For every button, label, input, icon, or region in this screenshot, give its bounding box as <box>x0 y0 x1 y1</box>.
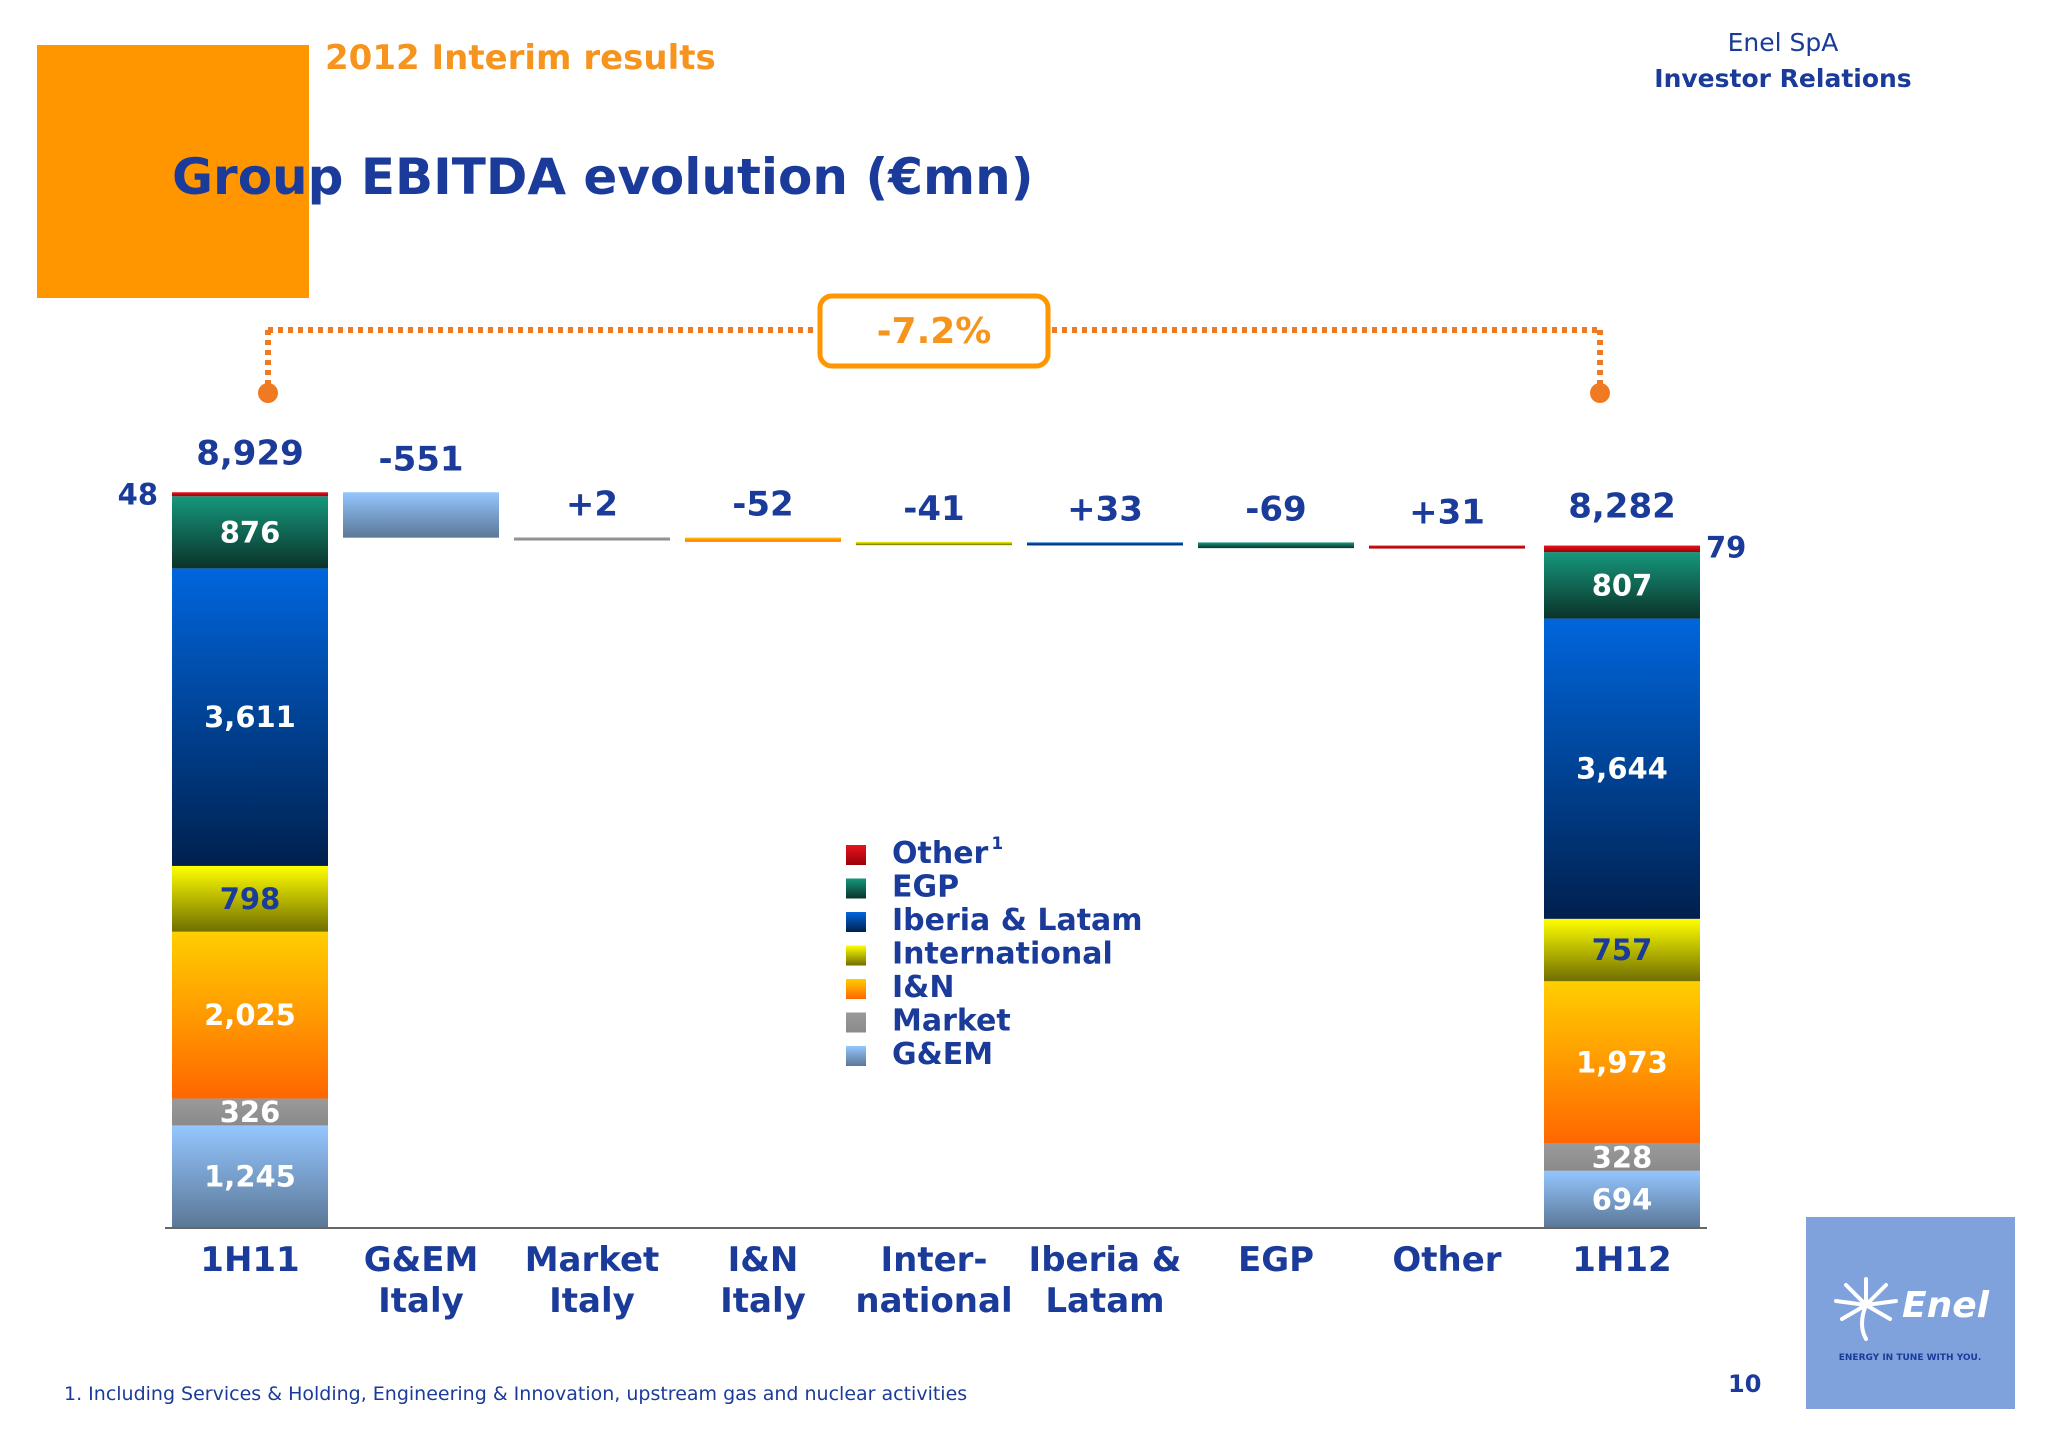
bar-segment-market <box>1544 1143 1700 1171</box>
enel-flower-icon <box>1834 1277 1898 1341</box>
category-label: Iberia & <box>1029 1240 1182 1280</box>
segment-label-market: 326 <box>220 1095 281 1129</box>
category-label: I&N <box>728 1240 799 1280</box>
segment-label-g-em: 694 <box>1592 1182 1653 1216</box>
category-label: Market <box>525 1240 660 1280</box>
legend-swatch-other <box>846 845 866 865</box>
category-label: G&EM <box>364 1240 479 1280</box>
change-bar-i-n <box>685 537 841 542</box>
segment-label-egp: 876 <box>220 515 281 549</box>
change-bracket: -7.2% <box>258 293 1610 403</box>
category-label: Inter- <box>880 1240 987 1280</box>
change-percent-label: -7.2% <box>877 311 992 352</box>
segment-label-egp: 807 <box>1592 568 1653 602</box>
slide-title: Group EBITDA evolution (€mn) <box>172 148 1034 206</box>
bracket-dot-left <box>258 383 278 403</box>
legend-label-i-n: I&N <box>892 970 954 1005</box>
category-label: Other <box>1392 1240 1501 1280</box>
bar-segment-iberia-latam <box>172 568 328 866</box>
category-label: 1H12 <box>1572 1240 1671 1280</box>
segment-label-other: 79 <box>1706 531 1746 565</box>
segment-label-g-em: 1,245 <box>204 1160 296 1194</box>
legend-swatch-i-n <box>846 979 866 999</box>
segment-label-international: 757 <box>1592 933 1653 967</box>
total-label: 8,282 <box>1568 487 1676 527</box>
segment-label-market: 328 <box>1592 1140 1653 1174</box>
logo-wordmark: Enel <box>1902 1285 1990 1326</box>
legend-swatch-iberia-latam <box>846 912 866 932</box>
segment-label-i-n: 1,973 <box>1576 1045 1668 1079</box>
page-number: 10 <box>1728 1370 1762 1398</box>
value-labels: 1,245 326 2,025 798 3,611 876 48 8,929 -551 +2 -52… <box>118 433 1747 1216</box>
segment-label-i-n: 2,025 <box>204 998 296 1032</box>
bar-segment-other <box>172 492 328 497</box>
department-name: Investor Relations <box>1654 64 1912 93</box>
legend-label-other: Other <box>892 836 989 871</box>
brand-corner-block <box>37 45 309 298</box>
total-label: 8,929 <box>196 433 304 473</box>
category-label: EGP <box>1238 1240 1314 1280</box>
change-label-egp: -69 <box>1245 489 1306 529</box>
change-label-international: -41 <box>903 489 964 529</box>
legend-footnote-marker: 1 <box>991 834 1003 854</box>
change-bar-market <box>514 537 670 541</box>
x-axis: 1H11 G&EMItalyMarketItalyI&NItalyInter-na… <box>165 1227 1707 1321</box>
footnote: 1. Including Services & Holding, Enginee… <box>64 1383 968 1405</box>
logo-tagline: ENERGY IN TUNE WITH YOU. <box>1839 1353 1982 1363</box>
bars <box>172 492 1700 1228</box>
bar-segment-g-em <box>172 1125 328 1228</box>
change-label-iberia-latam: +33 <box>1067 489 1143 529</box>
category-label: Italy <box>378 1281 464 1321</box>
category-label: Latam <box>1045 1281 1164 1321</box>
bar-segment-egp <box>1544 552 1700 619</box>
bar-segment-market <box>172 1098 328 1126</box>
change-bar-iberia-latam <box>1027 542 1183 546</box>
bar-segment-g-em <box>1544 1170 1700 1228</box>
segment-label-international: 798 <box>220 882 281 916</box>
company-name: Enel SpA <box>1727 28 1839 57</box>
bar-segment-i-n <box>1544 981 1700 1144</box>
bar-segment-i-n <box>172 931 328 1099</box>
legend-swatch-market <box>846 1012 866 1033</box>
category-label: Italy <box>549 1281 635 1321</box>
category-label: Italy <box>720 1281 806 1321</box>
bar-segment-iberia-latam <box>1544 618 1700 919</box>
legend-label-international: International <box>892 937 1113 972</box>
enel-logo: Enel ENERGY IN TUNE WITH YOU. <box>1806 1217 2015 1409</box>
bracket-dot-right <box>1590 383 1610 403</box>
legend-label-g-em: G&EM <box>892 1037 993 1072</box>
change-bar-international <box>856 541 1012 546</box>
category-label: national <box>855 1281 1012 1321</box>
bar-segment-other <box>1544 545 1700 553</box>
change-percent-box <box>817 293 1051 369</box>
legend-swatch-international <box>846 945 866 966</box>
legend-label-market: Market <box>892 1004 1011 1039</box>
category-label: 1H11 <box>200 1240 299 1280</box>
segment-label-iberia-latam: 3,644 <box>1576 752 1668 786</box>
bar-segment-international <box>172 865 328 932</box>
change-bar-other <box>1369 545 1525 549</box>
change-label-market: +2 <box>566 484 618 524</box>
legend-label-iberia-latam: Iberia & Latam <box>892 903 1143 938</box>
change-label-g-em: -551 <box>378 439 463 479</box>
legend-swatch-egp <box>846 878 866 899</box>
change-label-other: +31 <box>1409 493 1485 533</box>
change-bar-egp <box>1198 542 1354 549</box>
presentation-subtitle: 2012 Interim results <box>325 38 716 78</box>
bar-segment-egp <box>172 496 328 569</box>
bar-segment-international <box>1544 918 1700 982</box>
change-label-i-n: -52 <box>732 484 793 524</box>
segment-label-iberia-latam: 3,611 <box>204 700 296 734</box>
legend-swatch-g-em <box>846 1046 866 1066</box>
legend-label-egp: EGP <box>892 870 959 905</box>
segment-label-other: 48 <box>118 477 158 511</box>
change-bar-g-em <box>343 492 499 538</box>
